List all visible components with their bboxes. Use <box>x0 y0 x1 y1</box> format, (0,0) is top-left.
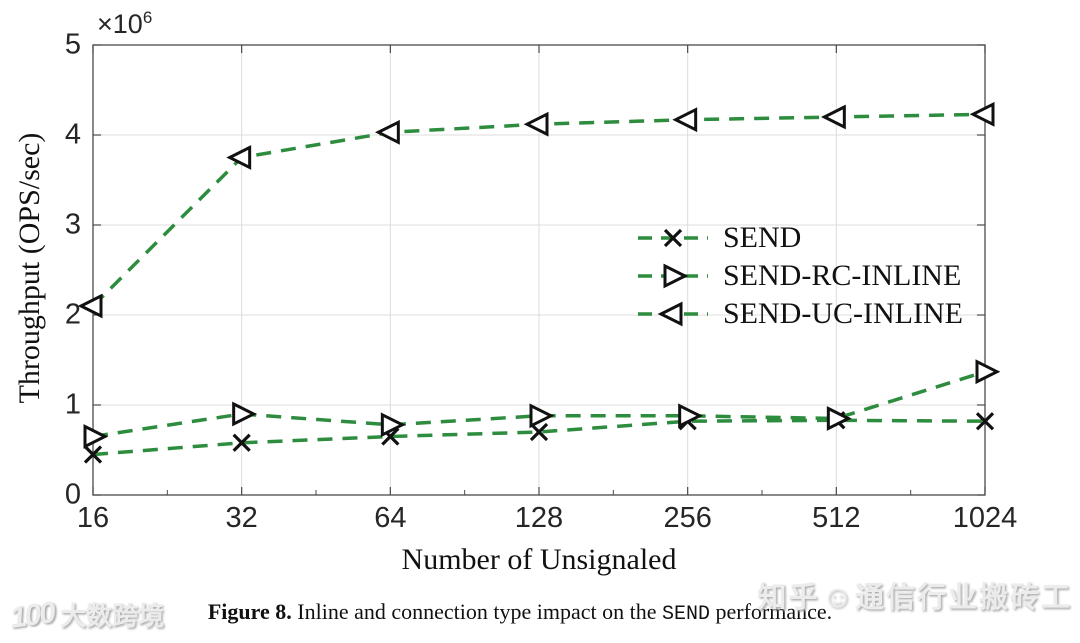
x-cross-marker <box>381 427 400 446</box>
x-tick-label: 128 <box>514 502 564 534</box>
y-tick-label: 3 <box>64 208 81 241</box>
triangle-left-marker <box>226 145 252 170</box>
y-tick-label: 2 <box>64 298 81 331</box>
y-tick-label: 1 <box>64 388 81 421</box>
y-tick-label: 5 <box>64 28 81 61</box>
legend-marker-x-cross <box>638 228 708 248</box>
watermark-bottom-right: 知乎☺通信行业搬砖工 <box>757 574 1072 616</box>
x-tick-label: 64 <box>374 502 407 534</box>
triangle-left-marker <box>657 301 683 327</box>
x-cross-marker <box>663 228 683 248</box>
x-cross-marker <box>975 412 995 431</box>
y-axis-multiplier: ×106 <box>97 8 152 40</box>
triangle-right-marker <box>663 263 689 289</box>
legend-item-SEND: SEND <box>636 219 963 257</box>
x-cross-marker <box>529 422 549 442</box>
legend-label: SEND-UC-INLINE <box>723 297 963 330</box>
watermark-right-prefix: 知乎 <box>757 582 820 614</box>
y-axis-multiplier-base: ×10 <box>97 9 143 39</box>
figure-caption: Figure 8. Inline and connection type imp… <box>0 599 1040 626</box>
y-axis-multiplier-exponent: 6 <box>142 8 153 27</box>
legend: SEND SEND-RC-INLINE SEND-UC-INLINE <box>636 219 963 333</box>
triangle-left-marker <box>820 104 846 130</box>
watermark-left-text: 大数跨境 <box>60 601 165 631</box>
legend-item-SEND-RC-INLINE: SEND-RC-INLINE <box>636 257 963 295</box>
caption-code: SEND <box>661 603 710 626</box>
triangle-right-marker <box>826 406 852 431</box>
legend-label: SEND <box>723 221 802 254</box>
triangle-right-marker <box>83 424 109 449</box>
triangle-right-marker <box>232 401 258 427</box>
triangle-left-marker <box>523 111 549 137</box>
watermark-bottom-left: 100 大数跨境 <box>7 596 165 635</box>
y-tick-label: 0 <box>64 478 81 511</box>
x-tick-label: 1024 <box>952 502 1018 534</box>
caption-text-after: performance. <box>710 599 833 624</box>
x-cross-marker <box>232 433 251 452</box>
triangle-right-marker <box>678 403 704 429</box>
triangle-right-marker <box>975 359 1001 385</box>
triangle-left-marker <box>374 119 400 145</box>
legend-item-SEND-UC-INLINE: SEND-UC-INLINE <box>636 295 963 333</box>
x-tick-label: 32 <box>225 502 258 534</box>
triangle-left-marker <box>77 293 103 319</box>
x-tick-label: 256 <box>663 502 712 534</box>
caption-text-before: Inline and connection type impact on the <box>291 599 662 624</box>
legend-marker-triangle-left <box>638 301 708 327</box>
x-tick-label: 512 <box>812 502 861 534</box>
legend-label: SEND-RC-INLINE <box>723 259 962 292</box>
x-cross-marker <box>83 445 103 464</box>
y-tick-label: 4 <box>64 118 81 151</box>
legend-marker-triangle-right <box>638 263 708 289</box>
watermark-right-text: 通信行业搬砖工 <box>854 582 1072 614</box>
triangle-left-marker <box>672 107 698 133</box>
triangle-right-marker <box>380 412 406 438</box>
x-axis-title: Number of Unsignaled <box>401 543 677 576</box>
brand-logo-icon: 100 <box>7 596 57 635</box>
x-tick-label: 16 <box>76 502 110 534</box>
caption-label: Figure 8. <box>207 599 292 624</box>
triangle-left-marker <box>969 101 995 127</box>
smiley-icon: ☺ <box>821 579 853 614</box>
triangle-right-marker <box>529 403 555 429</box>
